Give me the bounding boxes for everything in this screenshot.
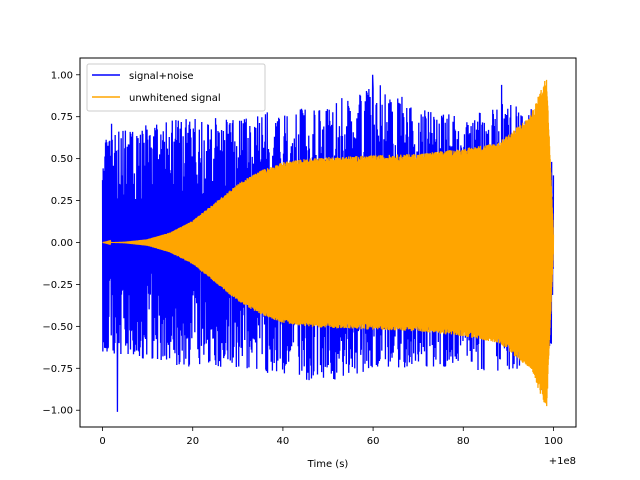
legend-box <box>86 63 266 112</box>
series-unwhitened-signal-line <box>102 79 555 407</box>
ticks: 0 20 40 60 80 100 −1.00 −0.75 −0.50 −0.25 0.00 0.25… <box>42 70 563 447</box>
y-tick-label: 0.50 <box>51 154 73 165</box>
x-tick-label: 40 <box>277 436 290 447</box>
legend: signal+noise unwhitened signal <box>86 63 266 112</box>
y-tick-label: −0.25 <box>42 280 73 291</box>
legend-label-signal-noise: signal+noise <box>129 71 194 82</box>
x-tick-label: 80 <box>457 436 470 447</box>
y-tick-label: 0.00 <box>51 238 73 249</box>
legend-label-unwhitened-signal: unwhitened signal <box>129 93 221 104</box>
y-tick-label: −0.50 <box>42 322 73 333</box>
y-tick-label: 1.00 <box>51 70 73 81</box>
y-tick-label: −0.75 <box>42 364 73 375</box>
x-tick-label: 20 <box>186 436 199 447</box>
y-tick-label: 0.75 <box>51 112 73 123</box>
x-offset-label: +1e8 <box>549 456 576 467</box>
x-tick-label: 100 <box>544 436 563 447</box>
x-axis-label: Time (s) <box>307 459 349 470</box>
x-tick-label: 60 <box>367 436 380 447</box>
plot-area <box>101 74 555 412</box>
y-tick-label: −1.00 <box>42 406 73 417</box>
x-tick-label: 0 <box>99 436 105 447</box>
y-tick-label: 0.25 <box>51 196 73 207</box>
